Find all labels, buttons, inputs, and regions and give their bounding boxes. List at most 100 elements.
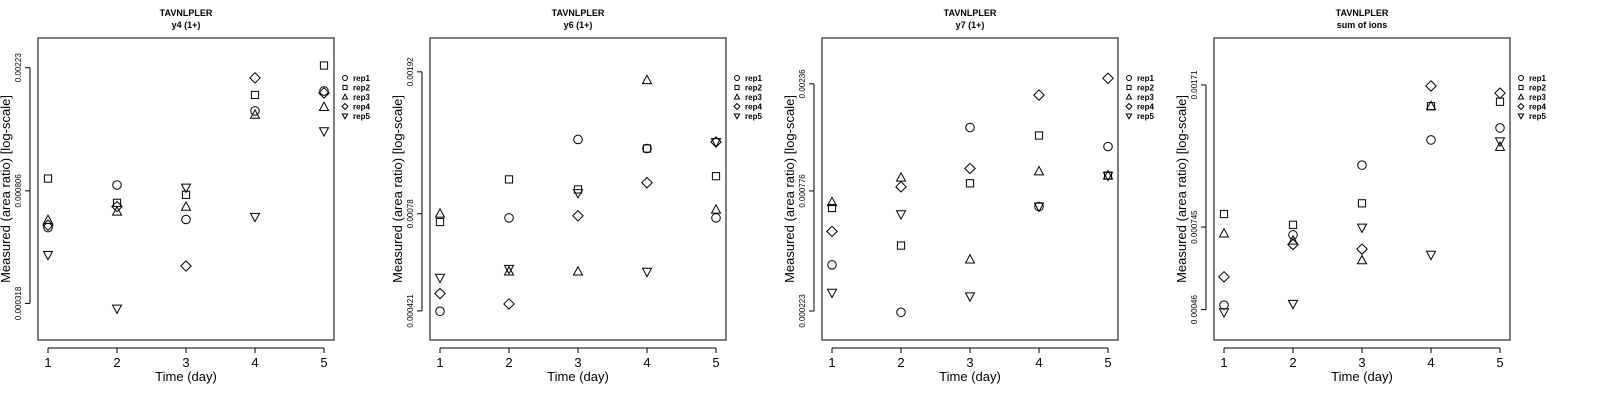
x-tick-label: 3	[574, 355, 581, 370]
data-point-rep1	[1495, 123, 1505, 133]
chart-title: TAVNLPLER	[552, 8, 605, 18]
data-point-rep3	[42, 214, 54, 224]
legend-marker-rep5	[733, 113, 741, 120]
x-tick-label: 5	[1496, 355, 1503, 370]
legend-label-rep5: rep5	[1529, 112, 1546, 121]
data-point-rep3	[1494, 140, 1506, 151]
data-point-rep5	[42, 250, 54, 261]
plot-frame	[429, 37, 727, 341]
x-tick-label: 3	[182, 355, 189, 370]
data-point-rep5	[180, 183, 192, 194]
data-point-rep5	[641, 267, 653, 278]
data-point-rep3	[503, 265, 515, 276]
data-point-rep5	[434, 273, 446, 284]
x-tick-label: 1	[828, 355, 835, 370]
data-point-rep4	[1425, 80, 1437, 92]
y-axis-label: Measured (area ratio) [log-scale]	[390, 95, 405, 283]
data-point-rep4	[1356, 243, 1368, 255]
chart-panel-1: TAVNLPLER y4 (1+) 1 2 3 4 5 Time (day) 0.000318 0…	[0, 8, 370, 384]
data-point-rep5	[1102, 171, 1114, 182]
data-point-rep2	[43, 174, 53, 183]
x-tick-label: 1	[1220, 355, 1227, 370]
data-point-rep2	[504, 175, 514, 184]
x-axis-label: Time (day)	[547, 369, 609, 384]
legend-marker-rep1	[734, 75, 740, 81]
x-axis-label: Time (day)	[1331, 369, 1393, 384]
data-point-rep4	[180, 260, 192, 272]
data-point-rep5	[1425, 250, 1437, 261]
x-tick-label: 4	[251, 355, 258, 370]
data-point-rep5	[1287, 299, 1299, 310]
x-tick-label: 2	[113, 355, 120, 370]
data-point-rep1	[573, 134, 583, 145]
data-point-rep4	[895, 180, 907, 193]
data-point-rep4	[1287, 238, 1299, 251]
data-point-rep3	[1356, 254, 1368, 265]
data-point-rep3	[318, 101, 330, 111]
chart-subtitle: sum of ions	[1337, 20, 1388, 30]
data-point-rep1	[1219, 300, 1229, 310]
legend-marker-rep5	[1125, 113, 1133, 120]
legend-label-rep1: rep1	[745, 74, 762, 83]
y-tick-label: 0.000776	[798, 174, 807, 208]
data-point-rep4	[434, 287, 446, 300]
data-point-rep2	[181, 190, 191, 199]
data-point-rep4	[641, 176, 653, 189]
data-point-rep4	[1102, 72, 1114, 85]
data-point-rep2	[896, 241, 906, 250]
y-tick-label: 0.00236	[798, 69, 807, 98]
legend-label-rep4: rep4	[745, 103, 762, 112]
x-tick-label: 3	[1358, 355, 1365, 370]
x-tick-label: 2	[505, 355, 512, 370]
y-tick-label: 0.000318	[14, 286, 23, 320]
data-point-rep1	[112, 180, 122, 190]
data-point-rep1	[319, 86, 329, 96]
legend-marker-rep5	[341, 113, 349, 120]
plot-frame	[1213, 37, 1511, 341]
chart-panel-4: TAVNLPLER sum of ions 1 2 3 4 5 Time (day) 0.000…	[1174, 8, 1546, 384]
legend-marker-rep1	[1518, 75, 1524, 81]
legend-marker-rep2	[1126, 84, 1132, 91]
y-tick-label: 0.00171	[1190, 70, 1199, 99]
x-tick-label: 1	[436, 355, 443, 370]
legend-marker-rep2	[1518, 84, 1524, 91]
plot-frame	[821, 37, 1119, 341]
legend-marker-rep1	[1126, 75, 1132, 81]
data-point-rep2	[319, 61, 329, 70]
data-point-rep3	[1033, 165, 1045, 176]
data-point-rep3	[641, 74, 653, 85]
data-point-rep2	[711, 172, 721, 181]
data-point-rep1	[896, 307, 906, 318]
x-tick-label: 4	[1427, 355, 1434, 370]
data-point-rep2	[827, 203, 837, 213]
data-point-rep2	[250, 90, 260, 100]
data-point-rep1	[435, 306, 445, 317]
data-point-rep3	[826, 196, 838, 207]
data-point-rep5	[1356, 223, 1368, 234]
data-point-rep4	[503, 298, 515, 310]
legend-label-rep2: rep2	[353, 84, 370, 93]
data-point-rep3	[249, 108, 261, 119]
data-point-rep4	[572, 209, 584, 222]
data-point-rep2	[435, 217, 445, 227]
data-point-rep3	[111, 205, 123, 216]
data-point-rep5	[895, 210, 907, 221]
x-tick-label: 5	[712, 355, 719, 370]
data-point-rep2	[1219, 209, 1229, 219]
data-point-rep5	[249, 212, 261, 223]
data-point-rep1	[504, 213, 514, 223]
legend-marker-rep2	[734, 84, 740, 91]
legend-label-rep3: rep3	[1529, 93, 1546, 102]
x-tick-label: 4	[1035, 355, 1042, 370]
chart-subtitle: y4 (1+)	[172, 20, 201, 30]
legend-label-rep2: rep2	[745, 84, 762, 93]
legend-label-rep1: rep1	[1529, 74, 1546, 83]
data-point-rep3	[434, 207, 446, 218]
data-point-rep2	[112, 198, 122, 207]
x-tick-label: 5	[320, 355, 327, 370]
legend-label-rep1: rep1	[1137, 74, 1154, 83]
y-tick-label: 0.00046	[1190, 295, 1199, 324]
y-tick-label: 0.000806	[14, 174, 23, 208]
data-point-rep1	[250, 106, 260, 116]
